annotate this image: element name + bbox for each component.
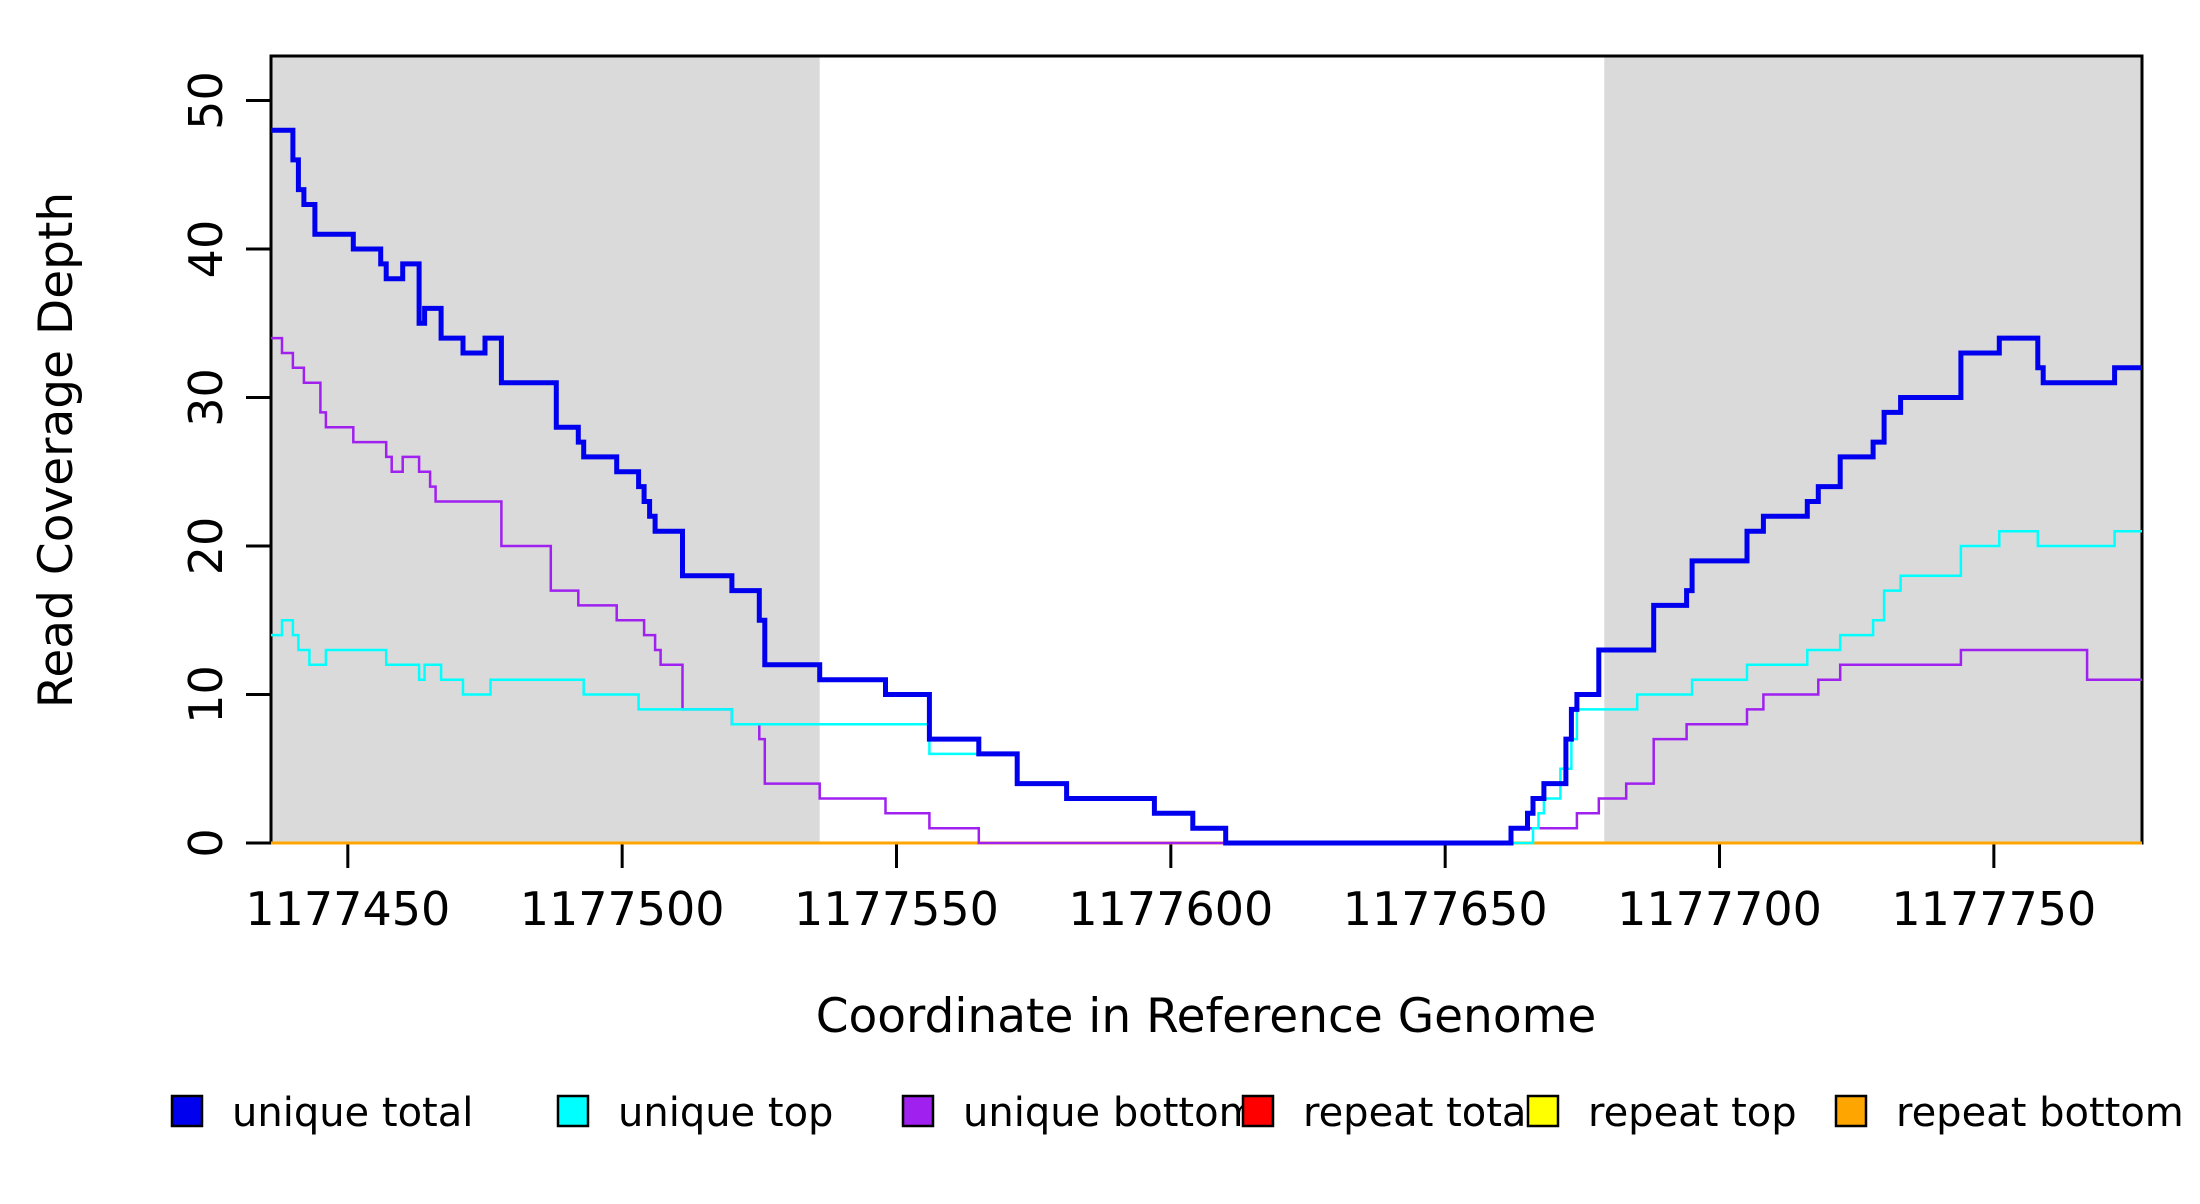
shaded-regions-layer	[271, 56, 2142, 843]
x-tick-label: 1177550	[794, 882, 999, 936]
x-tick-label: 1177500	[520, 882, 725, 936]
x-tick-label: 1177700	[1617, 882, 1822, 936]
y-axis-title: Read Coverage Depth	[29, 192, 84, 708]
legend-swatch-unique-total	[170, 1094, 204, 1128]
legend-label-unique-bottom: unique bottom	[963, 1090, 1258, 1136]
legend: unique total unique top unique bottom repea…	[170, 1090, 2184, 1136]
series-line-unique-bottom	[271, 336, 2142, 845]
x-axis-title: Coordinate in Reference Genome	[816, 989, 1597, 1044]
shaded-region-0	[271, 56, 820, 843]
y-tick-label: 10	[179, 665, 233, 724]
axes-layer: 1177450 1177500 1177550 1177600 1177650 11777…	[179, 54, 2144, 936]
x-tick-label: 1177650	[1343, 882, 1548, 936]
legend-swatch-repeat-bottom	[1834, 1094, 1868, 1128]
legend-label-repeat-total: repeat total	[1303, 1090, 1538, 1136]
legend-swatch-unique-bottom	[901, 1094, 935, 1128]
series-layer	[271, 127, 2142, 846]
legend-swatch-unique-top	[556, 1094, 590, 1128]
legend-label-unique-total: unique total	[232, 1090, 473, 1136]
legend-swatch-repeat-total	[1241, 1094, 1275, 1128]
legend-swatch-repeat-top	[1526, 1094, 1560, 1128]
y-tick-label: 0	[179, 828, 233, 857]
y-tick-label: 30	[179, 368, 233, 427]
x-tick-label: 1177600	[1068, 882, 1273, 936]
y-tick-label: 40	[179, 220, 233, 279]
x-tick-label: 1177750	[1891, 882, 2096, 936]
x-tick-label: 1177450	[245, 882, 450, 936]
legend-label-unique-top: unique top	[618, 1090, 833, 1136]
y-tick-label: 50	[179, 71, 233, 130]
legend-label-repeat-bottom: repeat bottom	[1896, 1090, 2184, 1136]
y-tick-label: 20	[179, 517, 233, 576]
legend-label-repeat-top: repeat top	[1588, 1090, 1797, 1136]
series-line-unique-total	[271, 127, 2142, 846]
